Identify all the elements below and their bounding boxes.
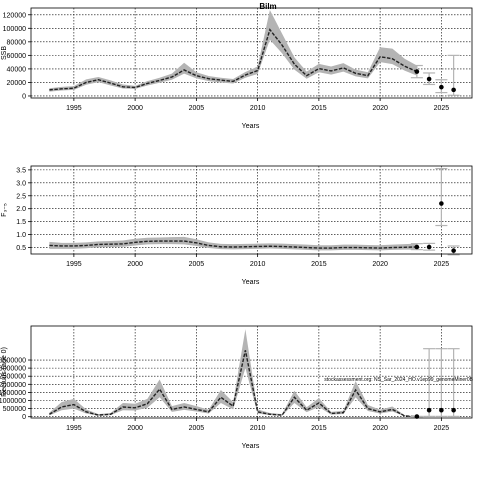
projection-point [414, 69, 420, 74]
x-tick-label: 2005 [189, 105, 205, 112]
y-tick-label: 1000000 [0, 398, 26, 405]
y-tick-label: 0 [22, 93, 26, 100]
plot-frame [30, 7, 473, 99]
estimate-line [49, 240, 417, 249]
x-axis-title: Years [242, 123, 260, 130]
confidence-band [49, 10, 417, 92]
y-tick-label: 1.0 [16, 232, 26, 239]
confidence-band [49, 236, 417, 251]
y-tick-label: 500000 [3, 406, 26, 413]
x-tick-label: 2015 [311, 425, 327, 432]
x-tick-label: 2000 [127, 105, 143, 112]
x-tick-label: 2010 [250, 261, 266, 268]
y-tick-label: 3.5 [16, 167, 26, 174]
source-annotation: stockassessment.org: NS_Sar_2024_HO.v1ep… [324, 377, 473, 383]
projection-point [451, 87, 456, 93]
x-axis-title: Years [242, 443, 260, 450]
y-tick-label: 3500000 [0, 358, 26, 365]
x-tick-label: 2025 [434, 425, 450, 432]
x-tick-label: 2020 [372, 105, 388, 112]
y-tick-label: 60000 [7, 53, 27, 60]
projection-point [439, 84, 444, 90]
y-axis-title: Recruits (age 0) [1, 347, 8, 397]
y-tick-label: 2.0 [16, 206, 26, 213]
x-tick-label: 2005 [189, 425, 205, 432]
x-tick-label: 2010 [250, 425, 266, 432]
x-tick-label: 2005 [189, 261, 205, 268]
y-tick-label: 100000 [3, 26, 26, 33]
y-tick-label: 120000 [3, 12, 26, 19]
y-axis-title: F₃₋₅ [1, 203, 8, 217]
projection-point [426, 76, 432, 82]
panel-ssb: 1995 2000 2005 2010 2015 2020 2025 0 20000 40000 6… [1, 7, 473, 130]
x-tick-label: 2025 [434, 105, 450, 112]
y-tick-label: 20000 [7, 80, 27, 87]
x-tick-label: 2020 [372, 261, 388, 268]
projection-point [426, 244, 432, 250]
y-tick-label: 1.5 [16, 219, 26, 226]
x-tick-label: 2025 [434, 261, 450, 268]
y-tick-label: 3.0 [16, 180, 26, 187]
projection-point [426, 407, 432, 413]
plot-frame [30, 325, 473, 419]
estimate-line [49, 350, 417, 418]
x-tick-label: 1995 [66, 105, 82, 112]
x-tick-label: 2020 [372, 425, 388, 432]
x-tick-label: 2015 [311, 261, 327, 268]
y-tick-label: 2.5 [16, 193, 26, 200]
x-tick-label: 2000 [127, 261, 143, 268]
projection-point [451, 248, 456, 253]
y-tick-label: 1500000 [0, 390, 26, 397]
x-tick-label: 1995 [66, 425, 82, 432]
y-tick-label: 80000 [7, 39, 27, 46]
estimate-line [49, 28, 418, 91]
x-tick-label: 1995 [66, 261, 82, 268]
x-tick-label: 2010 [250, 105, 266, 112]
y-tick-label: 3000000 [0, 366, 26, 373]
x-tick-label: 2015 [311, 105, 327, 112]
y-tick-label: 40000 [7, 66, 27, 73]
projection-point [414, 244, 420, 250]
y-tick-label: 0 [22, 414, 26, 421]
x-axis-title: Years [242, 279, 260, 286]
figure-title: Bilm [259, 2, 276, 11]
y-tick-label: 2000000 [0, 382, 26, 389]
panel-recruitment: 1995 2000 2005 2010 2015 2020 2025 050000010000… [0, 325, 474, 450]
y-tick-label: 2500000 [0, 374, 26, 381]
projection-point [451, 407, 456, 413]
y-axis-title: SSB [1, 46, 8, 60]
x-tick-label: 2000 [127, 425, 143, 432]
y-tick-label: 0.5 [16, 245, 26, 252]
projection-point [439, 201, 444, 206]
plot-frame [30, 165, 473, 255]
panel-fishing-mortality: 1995 2000 2005 2010 2015 2020 2025 0.5 1.0 1.5 2.0… [1, 165, 473, 286]
projection-point [439, 407, 444, 413]
